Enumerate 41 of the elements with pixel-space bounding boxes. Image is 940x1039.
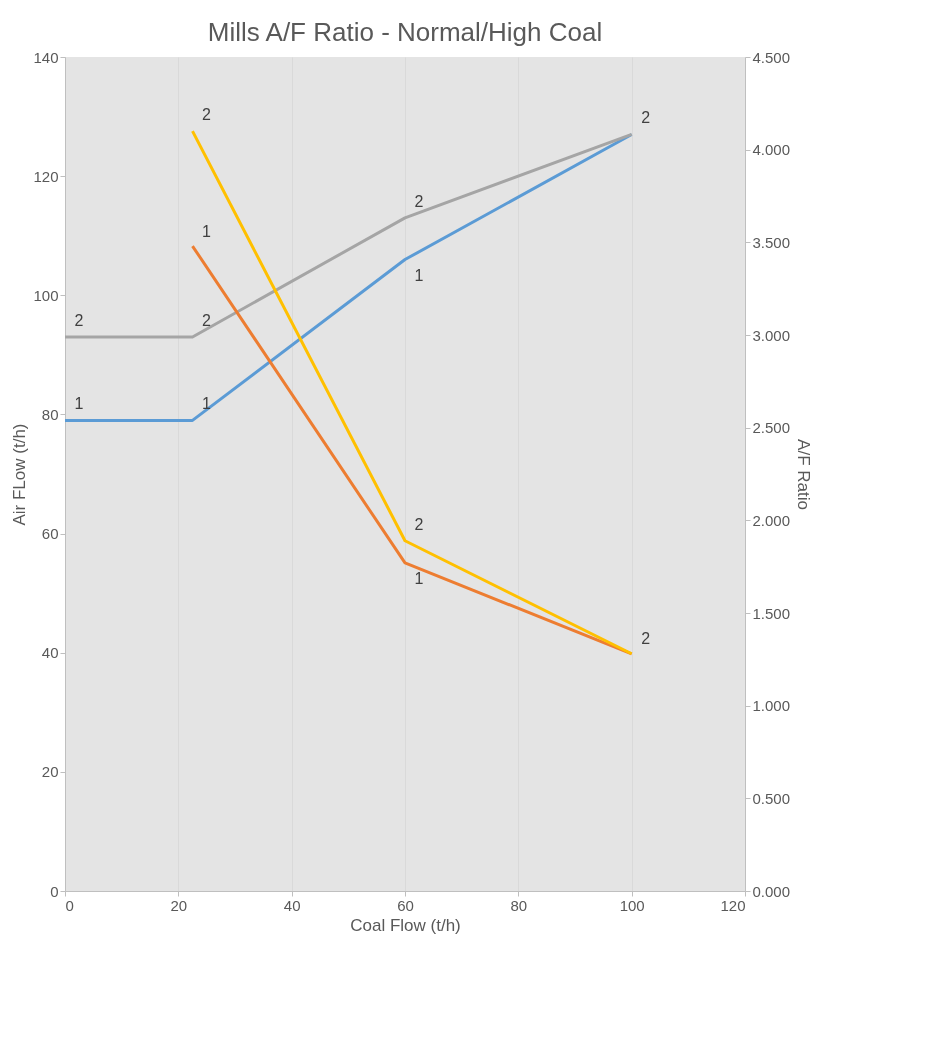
y-axis-title: Air FLow (t/h)	[10, 423, 30, 526]
y-tick-label: 20	[41, 763, 59, 781]
annotation: 1	[414, 570, 424, 588]
chart-title: Mills A/F Ratio - Normal/High Coal	[207, 17, 603, 47]
y-tick-label: 60	[41, 525, 59, 543]
x-tick-label: 60	[397, 896, 414, 914]
y2-tick-label: 2.000	[752, 511, 791, 529]
x-tick-label: 20	[170, 896, 188, 914]
y2-tick-label: 4.500	[752, 48, 791, 66]
x-tick-label: 100	[619, 896, 645, 914]
annotation: 1	[414, 266, 424, 284]
x-axis-title: Coal Flow (t/h)	[350, 915, 461, 935]
annotation: 1	[202, 395, 212, 413]
y-tick-label: 40	[41, 644, 59, 662]
y-tick-label: 80	[41, 405, 59, 423]
annotation: 2	[641, 109, 651, 127]
y2-tick-label: 1.500	[752, 604, 791, 622]
y2-tick-label: 1.000	[752, 697, 791, 715]
annotation: 2	[202, 106, 212, 124]
y-tick-label: 140	[33, 48, 59, 66]
y-tick-label: 0	[50, 882, 59, 900]
y2-tick-label: 0.000	[752, 882, 791, 900]
y-tick-label: 100	[33, 286, 59, 304]
y2-tick-label: 3.000	[752, 326, 791, 344]
y2-axis-title: A/F Ratio	[794, 439, 814, 510]
x-tick-label: 80	[510, 896, 528, 914]
y2-tick-label: 3.500	[752, 233, 791, 251]
annotation: 2	[414, 515, 424, 533]
x-tick-label: 0	[65, 896, 74, 914]
x-tick-label: 40	[283, 896, 301, 914]
annotation: 1	[74, 395, 84, 413]
y-tick-label: 120	[33, 167, 59, 185]
annotation: 2	[641, 629, 651, 647]
annotation: 2	[202, 311, 212, 329]
annotation: 1	[202, 222, 212, 240]
y2-tick-label: 4.000	[752, 141, 791, 159]
annotation: 2	[74, 311, 84, 329]
y2-tick-label: 2.500	[752, 419, 791, 437]
annotation: 2	[414, 192, 424, 210]
y2-tick-label: 0.500	[752, 789, 791, 807]
x-tick-label: 120	[720, 896, 746, 914]
